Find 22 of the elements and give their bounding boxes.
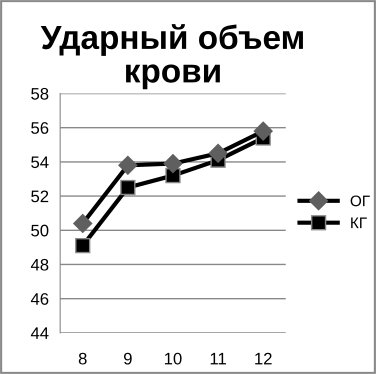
point — [73, 214, 92, 233]
x-tick-label: 12 — [255, 352, 272, 364]
point — [75, 238, 90, 254]
y-tick-label: 58 — [31, 88, 48, 100]
legend-label: ОГ — [350, 196, 370, 206]
y-tick-label: 52 — [31, 190, 48, 202]
x-tick-label: 11 — [210, 352, 226, 364]
x-tick-label: 9 — [124, 352, 132, 365]
y-tick-label: 50 — [31, 224, 48, 236]
point — [208, 144, 228, 163]
x-tick-label: 8 — [78, 352, 87, 365]
y-tick-label: 54 — [31, 156, 49, 168]
y-tick-label: 46 — [30, 293, 48, 305]
point — [163, 154, 182, 174]
point — [254, 122, 273, 141]
y-tick-label: 44 — [30, 327, 49, 339]
legend-label: КГ — [351, 218, 367, 228]
x-tick-label: 10 — [164, 352, 182, 365]
y-tick-label: 48 — [30, 258, 48, 271]
point — [118, 156, 138, 175]
point — [120, 180, 136, 196]
y-tick-label: 56 — [31, 122, 48, 134]
